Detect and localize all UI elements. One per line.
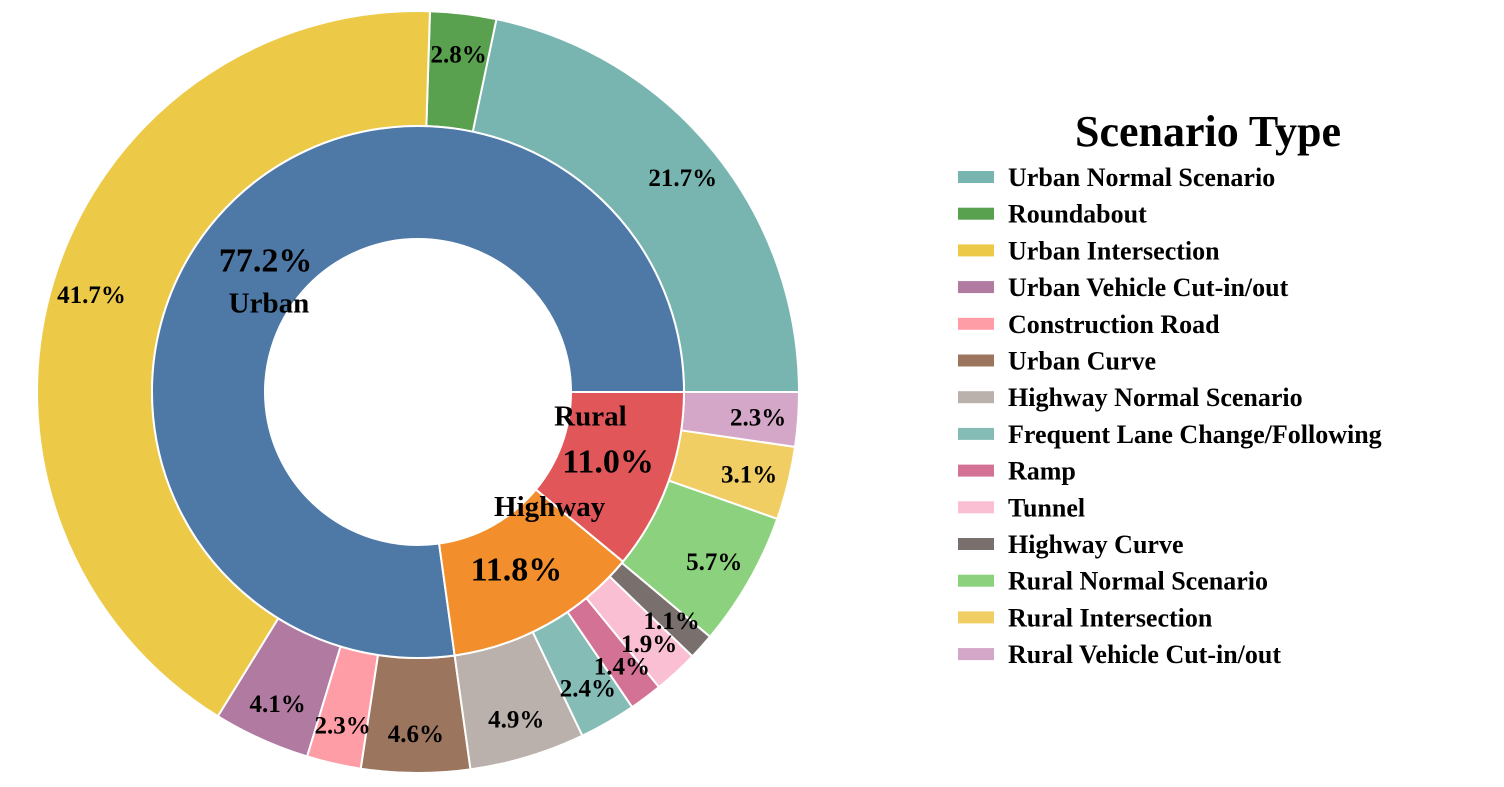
legend-swatch — [958, 611, 994, 624]
legend-item-label: Highway Curve — [1008, 530, 1184, 559]
outer-pct-label: 5.7% — [686, 549, 742, 576]
legend-swatch — [958, 427, 994, 440]
legend-swatch — [958, 391, 994, 404]
outer-pct-label: 3.1% — [721, 462, 777, 489]
legend-swatch — [958, 354, 994, 367]
legend-item-label: Urban Normal Scenario — [1008, 163, 1275, 192]
legend-swatch — [958, 171, 994, 183]
legend-item-label: Rural Intersection — [1008, 603, 1213, 632]
legend-item-label: Highway Normal Scenario — [1008, 383, 1303, 412]
legend-item-label: Urban Intersection — [1008, 236, 1220, 265]
inner-pct-label: 77.2% — [219, 242, 313, 279]
outer-pct-label: 4.1% — [250, 691, 306, 718]
inner-ring — [151, 125, 686, 659]
legend-swatch — [958, 464, 994, 477]
legend-swatch — [958, 648, 994, 661]
legend-item-label: Frequent Lane Change/Following — [1008, 420, 1382, 449]
legend-item-label: Construction Road — [1008, 310, 1220, 339]
inner-category-label: Highway — [494, 491, 606, 523]
inner-slice-urban — [151, 125, 686, 659]
inner-pct-label: 11.8% — [471, 551, 563, 588]
outer-pct-label: 4.6% — [388, 721, 444, 748]
outer-pct-label: 2.8% — [430, 41, 486, 68]
legend-swatch — [958, 244, 994, 257]
outer-pct-label: 2.3% — [730, 405, 786, 432]
outer-slice-urban-curve — [359, 653, 472, 774]
legend-item-label: Rural Normal Scenario — [1008, 567, 1268, 596]
outer-pct-label: 2.4% — [560, 676, 616, 703]
inner-pct-label: 11.0% — [562, 443, 654, 480]
legend-swatch — [958, 207, 994, 220]
legend-item-label: Urban Vehicle Cut-in/out — [1008, 273, 1289, 302]
outer-pct-label: 1.1% — [644, 608, 700, 635]
legend-swatch — [958, 501, 994, 514]
inner-slice-rural — [534, 391, 686, 563]
outer-ring — [36, 10, 801, 774]
legend-swatch — [958, 281, 994, 294]
outer-pct-label: 21.7% — [648, 165, 717, 192]
inner-category-label: Urban — [229, 287, 310, 319]
legend-item-label: Urban Curve — [1008, 347, 1156, 376]
legend-swatch — [958, 317, 994, 330]
outer-pct-label: 4.9% — [488, 707, 544, 734]
inner-category-label: Rural — [554, 401, 627, 433]
legend-item-label: Roundabout — [1008, 200, 1147, 229]
outer-pct-label: 41.7% — [57, 282, 126, 309]
outer-pct-label: 1.9% — [621, 631, 677, 658]
legend: Scenario Type Urban Normal Scenario Round… — [958, 107, 1382, 669]
legend-swatch — [958, 538, 994, 550]
slice-labels: 21.7%2.8%41.7%4.1%2.3% 4.6%4.9%2.4%1.4%1.… — [57, 41, 786, 748]
outer-pct-label: 1.4% — [594, 653, 650, 680]
outer-pct-label: 2.3% — [314, 713, 370, 740]
legend-title: Scenario Type — [1075, 107, 1341, 156]
legend-item-label: Rural Vehicle Cut-in/out — [1008, 640, 1281, 669]
legend-swatch — [958, 574, 994, 587]
legend-item-label: Ramp — [1008, 457, 1076, 486]
legend-item-label: Tunnel — [1008, 493, 1085, 522]
